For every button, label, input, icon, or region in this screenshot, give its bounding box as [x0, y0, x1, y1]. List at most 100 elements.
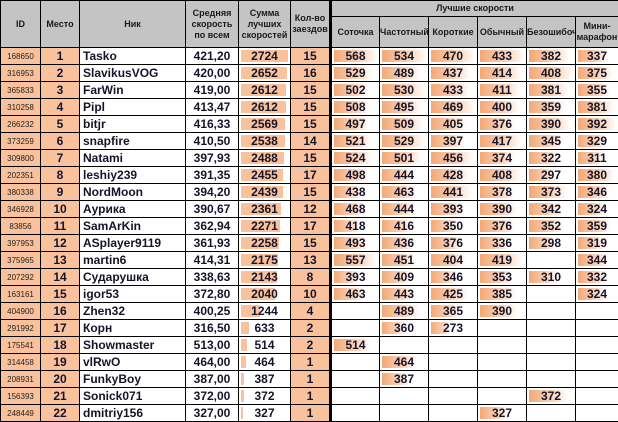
place-cell[interactable]: 1: [41, 48, 80, 65]
sum-best-cell[interactable]: 2455: [239, 167, 291, 184]
speed-cell-empty[interactable]: [331, 320, 380, 337]
header-mode-3[interactable]: Короткие: [429, 17, 478, 48]
speed-cell-mode-6[interactable]: 344: [576, 252, 618, 269]
place-cell[interactable]: 18: [41, 337, 80, 354]
sum-best-cell[interactable]: 387: [239, 371, 291, 388]
race-count-cell[interactable]: 15: [291, 235, 331, 252]
place-cell[interactable]: 6: [41, 133, 80, 150]
nick-cell[interactable]: SamArKin: [80, 218, 186, 235]
speed-cell-mode-4[interactable]: 385: [478, 286, 527, 303]
avg-speed-cell[interactable]: 372,80: [186, 286, 239, 303]
sum-best-cell[interactable]: 2652: [239, 65, 291, 82]
sum-best-cell[interactable]: 372: [239, 388, 291, 405]
header-place[interactable]: Место: [41, 1, 80, 48]
speed-cell-mode-2[interactable]: 387: [380, 371, 429, 388]
avg-speed-cell[interactable]: 413,47: [186, 99, 239, 116]
nick-cell[interactable]: Аурика: [80, 201, 186, 218]
id-cell[interactable]: 208931: [1, 371, 41, 388]
speed-cell-mode-6[interactable]: 346: [576, 184, 618, 201]
speed-cell-mode-2[interactable]: 489: [380, 65, 429, 82]
nick-cell[interactable]: martin6: [80, 252, 186, 269]
speed-cell-mode-3[interactable]: 346: [429, 269, 478, 286]
speed-cell-mode-1[interactable]: 521: [331, 133, 380, 150]
avg-speed-cell[interactable]: 397,93: [186, 150, 239, 167]
place-cell[interactable]: 11: [41, 218, 80, 235]
race-count-cell[interactable]: 15: [291, 184, 331, 201]
speed-cell-mode-2[interactable]: 409: [380, 269, 429, 286]
speed-cell-mode-6[interactable]: 319: [576, 235, 618, 252]
speed-cell-mode-4[interactable]: 400: [478, 99, 527, 116]
avg-speed-cell[interactable]: 416,33: [186, 116, 239, 133]
race-count-cell[interactable]: 1: [291, 388, 331, 405]
nick-cell[interactable]: Сударушка: [80, 269, 186, 286]
speed-cell-mode-5[interactable]: 310: [527, 269, 576, 286]
speed-cell-mode-6[interactable]: 359: [576, 218, 618, 235]
header-nick[interactable]: Ник: [80, 1, 186, 48]
speed-cell-empty[interactable]: [429, 405, 478, 422]
speed-cell-mode-4[interactable]: 408: [478, 167, 527, 184]
avg-speed-cell[interactable]: 361,93: [186, 235, 239, 252]
speed-cell-mode-6[interactable]: 324: [576, 286, 618, 303]
avg-speed-cell[interactable]: 513,00: [186, 337, 239, 354]
speed-cell-empty[interactable]: [527, 371, 576, 388]
speed-cell-empty[interactable]: [527, 337, 576, 354]
speed-cell-mode-4[interactable]: 378: [478, 184, 527, 201]
place-cell[interactable]: 12: [41, 235, 80, 252]
nick-cell[interactable]: Showmaster: [80, 337, 186, 354]
speed-cell-mode-1[interactable]: 508: [331, 99, 380, 116]
id-cell[interactable]: 365833: [1, 82, 41, 99]
id-cell[interactable]: 83856: [1, 218, 41, 235]
speed-cell-mode-2[interactable]: 509: [380, 116, 429, 133]
nick-cell[interactable]: FarWin: [80, 82, 186, 99]
speed-cell-empty[interactable]: [429, 388, 478, 405]
speed-cell-mode-1[interactable]: 514: [331, 337, 380, 354]
speed-cell-mode-3[interactable]: 469: [429, 99, 478, 116]
speed-cell-mode-1[interactable]: 468: [331, 201, 380, 218]
header-best-speeds[interactable]: Лучшие скорости: [331, 1, 618, 17]
speed-cell-mode-1[interactable]: 498: [331, 167, 380, 184]
nick-cell[interactable]: vlRwO: [80, 354, 186, 371]
speed-cell-mode-2[interactable]: 534: [380, 48, 429, 65]
race-count-cell[interactable]: 15: [291, 150, 331, 167]
speed-cell-mode-3[interactable]: 441: [429, 184, 478, 201]
speed-cell-mode-5[interactable]: 373: [527, 184, 576, 201]
id-cell[interactable]: 375965: [1, 252, 41, 269]
speed-cell-mode-3[interactable]: 350: [429, 218, 478, 235]
speed-cell-mode-5[interactable]: 322: [527, 150, 576, 167]
nick-cell[interactable]: igor53: [80, 286, 186, 303]
id-cell[interactable]: 316953: [1, 65, 41, 82]
speed-cell-mode-2[interactable]: 443: [380, 286, 429, 303]
header-race-count[interactable]: Кол-во заездов: [291, 1, 331, 48]
speed-cell-empty[interactable]: [527, 252, 576, 269]
race-count-cell[interactable]: 15: [291, 48, 331, 65]
sum-best-cell[interactable]: 2488: [239, 150, 291, 167]
speed-cell-mode-5[interactable]: 352: [527, 218, 576, 235]
speed-cell-mode-3[interactable]: 273: [429, 320, 478, 337]
place-cell[interactable]: 17: [41, 320, 80, 337]
speed-cell-mode-1[interactable]: 568: [331, 48, 380, 65]
id-cell[interactable]: 266232: [1, 116, 41, 133]
speed-cell-mode-3[interactable]: 405: [429, 116, 478, 133]
avg-speed-cell[interactable]: 316,50: [186, 320, 239, 337]
place-cell[interactable]: 13: [41, 252, 80, 269]
speed-cell-mode-5[interactable]: 359: [527, 99, 576, 116]
place-cell[interactable]: 4: [41, 99, 80, 116]
sum-best-cell[interactable]: 514: [239, 337, 291, 354]
nick-cell[interactable]: ASplayer9119: [80, 235, 186, 252]
speed-cell-mode-4[interactable]: 376: [478, 218, 527, 235]
speed-cell-empty[interactable]: [576, 388, 618, 405]
race-count-cell[interactable]: 1: [291, 405, 331, 422]
avg-speed-cell[interactable]: 400,25: [186, 303, 239, 320]
race-count-cell[interactable]: 10: [291, 286, 331, 303]
nick-cell[interactable]: FunkyBoy: [80, 371, 186, 388]
nick-cell[interactable]: Sonick071: [80, 388, 186, 405]
speed-cell-mode-2[interactable]: 464: [380, 354, 429, 371]
avg-speed-cell[interactable]: 362,94: [186, 218, 239, 235]
speed-cell-mode-3[interactable]: 428: [429, 167, 478, 184]
sum-best-cell[interactable]: 2612: [239, 82, 291, 99]
race-count-cell[interactable]: 2: [291, 337, 331, 354]
race-count-cell[interactable]: 14: [291, 133, 331, 150]
sum-best-cell[interactable]: 2271: [239, 218, 291, 235]
speed-cell-empty[interactable]: [331, 405, 380, 422]
sum-best-cell[interactable]: 1244: [239, 303, 291, 320]
